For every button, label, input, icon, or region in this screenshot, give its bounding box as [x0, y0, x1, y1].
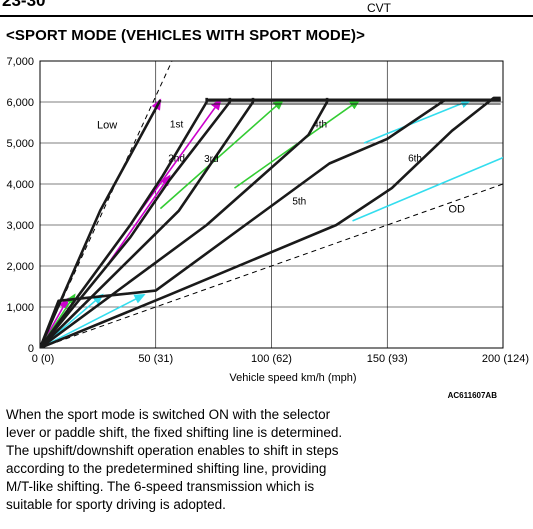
section-heading: <SPORT MODE (VEHICLES WITH SPORT MODE)> [6, 27, 365, 44]
gear-label-low: Low [97, 120, 117, 132]
shift-arrows [40, 98, 503, 348]
x-axis-label: Vehicle speed km/h (mph) [229, 372, 356, 384]
magenta-shift-arrow [108, 174, 171, 263]
green-shift-arrow [159, 98, 285, 210]
y-tick-label: 5,000 [6, 138, 34, 150]
figure-code: AC611607AB [448, 391, 498, 400]
x-tick-label: 100 (62) [251, 353, 292, 365]
cyan-shift-arrow [363, 99, 473, 144]
axis-ticks: 0 1,000 2,000 3,000 4,000 5,000 6,000 7,000 0 (0… [6, 56, 529, 365]
page-number: 23-30 [2, 0, 46, 10]
dashed-reference-line [40, 183, 503, 348]
y-tick-label: 3,000 [6, 220, 34, 232]
shift-line-low [40, 99, 162, 348]
gear-label-od: OD [448, 204, 465, 216]
gear-label-5th: 5th [292, 197, 306, 208]
x-tick-label: 0 (0) [32, 353, 55, 365]
shift-pattern-chart: 0 1,000 2,000 3,000 4,000 5,000 6,000 7,000 0 (0… [6, 56, 529, 400]
y-tick-label: 2,000 [6, 261, 34, 273]
shift-lines [40, 96, 501, 348]
reference-dashed-lines [40, 61, 503, 348]
gear-label-6th: 6th [408, 153, 422, 164]
y-tick-label: 7,000 [6, 56, 34, 68]
y-tick-label: 0 [28, 343, 34, 355]
x-tick-label: 150 (93) [367, 353, 408, 365]
cyan-shift-arrow [352, 156, 503, 222]
cyan-shift-arrow [40, 293, 146, 348]
gear-label-1st: 1st [170, 119, 184, 130]
y-tick-label: 4,000 [6, 179, 34, 191]
dashed-reference-line [40, 61, 173, 348]
x-tick-label: 50 (31) [138, 353, 173, 365]
header-rule [0, 15, 533, 17]
y-tick-label: 1,000 [6, 302, 34, 314]
shift-line-5th [40, 98, 501, 348]
body-paragraph: When the sport mode is switched ON with … [6, 407, 343, 512]
x-tick-label: 200 (124) [482, 353, 529, 365]
gear-labels: Low 1st 2nd 3rd 4th 5th 6th OD [97, 119, 465, 215]
section-label: CVT [367, 1, 391, 15]
gear-label-2nd: 2nd [168, 153, 185, 164]
shift-line-6th [40, 96, 501, 348]
grid [39, 60, 504, 349]
gear-label-4th: 4th [313, 119, 327, 130]
y-tick-label: 6,000 [6, 97, 34, 109]
gear-label-3rd: 3rd [204, 154, 218, 165]
